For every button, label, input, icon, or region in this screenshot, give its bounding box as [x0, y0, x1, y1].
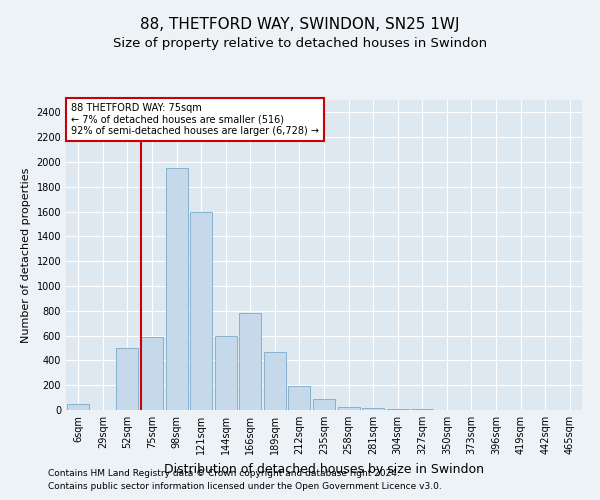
Text: 88, THETFORD WAY, SWINDON, SN25 1WJ: 88, THETFORD WAY, SWINDON, SN25 1WJ — [140, 18, 460, 32]
Text: Size of property relative to detached houses in Swindon: Size of property relative to detached ho… — [113, 38, 487, 51]
Text: 88 THETFORD WAY: 75sqm
← 7% of detached houses are smaller (516)
92% of semi-det: 88 THETFORD WAY: 75sqm ← 7% of detached … — [71, 103, 319, 136]
Bar — [289, 386, 310, 410]
Bar — [215, 336, 237, 410]
Bar — [386, 408, 409, 410]
Bar — [190, 212, 212, 410]
X-axis label: Distribution of detached houses by size in Swindon: Distribution of detached houses by size … — [164, 462, 484, 475]
Bar — [67, 404, 89, 410]
Bar — [116, 348, 139, 410]
Text: Contains HM Land Registry data © Crown copyright and database right 2024.: Contains HM Land Registry data © Crown c… — [48, 468, 400, 477]
Bar — [239, 314, 262, 410]
Text: Contains public sector information licensed under the Open Government Licence v3: Contains public sector information licen… — [48, 482, 442, 491]
Bar — [141, 337, 163, 410]
Bar — [338, 406, 359, 410]
Bar — [166, 168, 188, 410]
Bar — [313, 400, 335, 410]
Bar — [264, 352, 286, 410]
Bar — [362, 408, 384, 410]
Y-axis label: Number of detached properties: Number of detached properties — [21, 168, 31, 342]
